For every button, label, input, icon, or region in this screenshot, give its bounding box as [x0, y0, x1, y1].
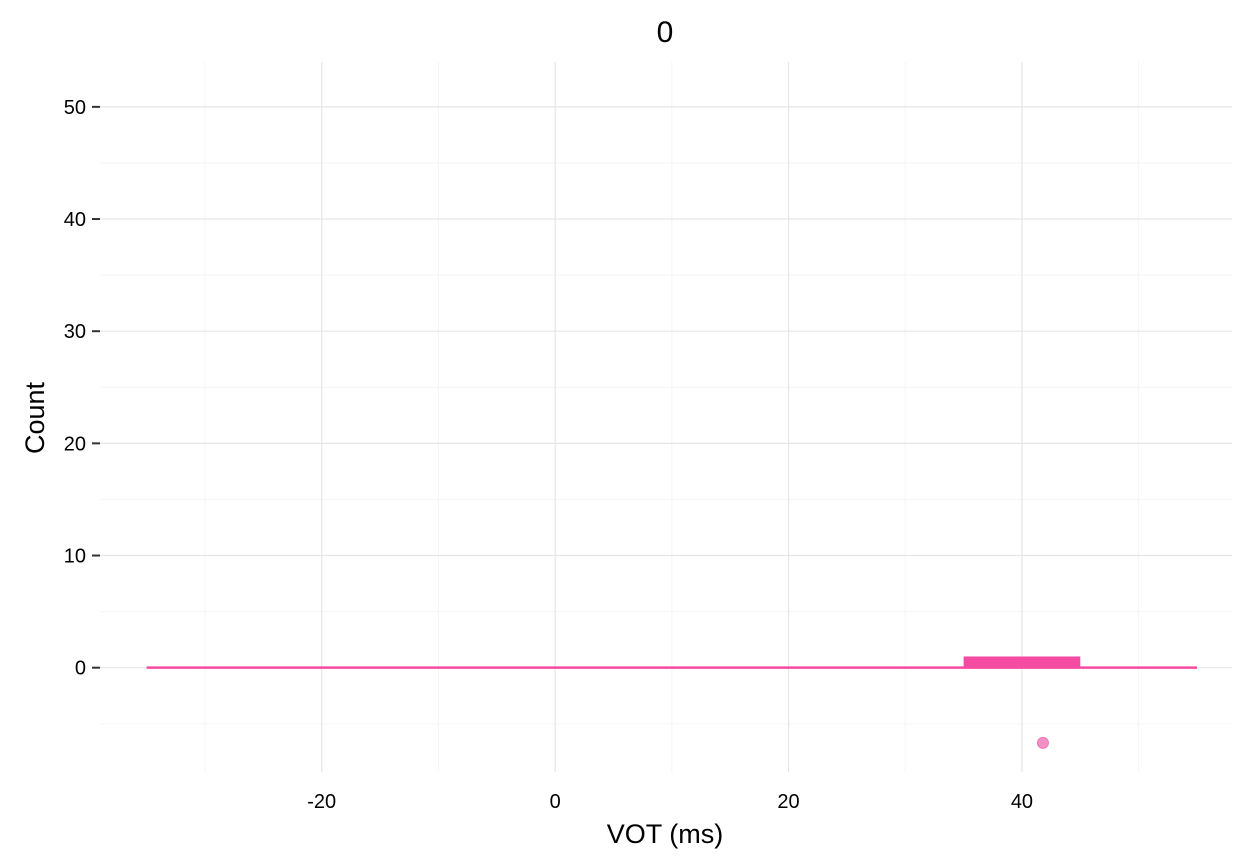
x-axis-ticks: -20 0 20 40: [307, 791, 1033, 813]
y-tick-label: 0: [75, 658, 86, 680]
y-tick-label: 50: [64, 97, 86, 119]
x-axis-title: VOT (ms): [607, 819, 724, 849]
x-tick-label: 20: [777, 791, 799, 813]
y-tick-label: 20: [64, 433, 86, 455]
histogram-marks: [146, 656, 1197, 749]
x-tick-label: 0: [550, 791, 561, 813]
y-axis-ticks: 0 10 20 30 40 50: [64, 97, 100, 680]
major-gridlines: [100, 62, 1232, 772]
data-point: [1036, 736, 1049, 749]
minor-gridlines: [100, 62, 1232, 772]
histogram-bar: [963, 656, 1081, 668]
x-tick-label: -20: [307, 791, 336, 813]
y-tick-label: 30: [64, 321, 86, 343]
chart-title: 0: [657, 16, 674, 49]
x-tick-label: 40: [1011, 791, 1033, 813]
y-axis-title: Count: [20, 381, 50, 454]
y-tick-label: 10: [64, 546, 86, 568]
y-tick-label: 40: [64, 209, 86, 231]
